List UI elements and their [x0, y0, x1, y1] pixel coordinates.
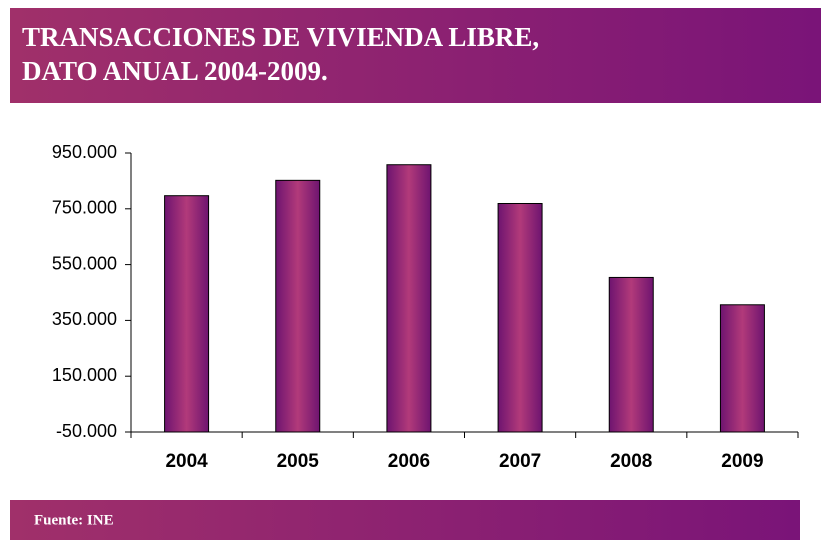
chart-title: DATO ANUAL 2004-2009.	[22, 56, 328, 86]
footer-band	[10, 500, 800, 540]
bar	[164, 195, 210, 433]
x-tick-label: 2009	[721, 451, 763, 472]
bar	[497, 202, 543, 433]
bar	[608, 276, 654, 433]
y-tick-label: 350.000	[52, 309, 117, 329]
bar	[275, 179, 321, 433]
y-tick-label: 550.000	[52, 253, 117, 273]
header-band	[10, 8, 821, 103]
bar	[719, 304, 765, 433]
y-tick-label: 950.000	[52, 142, 117, 162]
x-tick-label: 2006	[388, 451, 430, 472]
y-tick-label: 150.000	[52, 365, 117, 385]
chart-title: TRANSACCIONES DE VIVIENDA LIBRE,	[22, 22, 539, 52]
x-tick-label: 2007	[499, 451, 541, 472]
x-tick-label: 2008	[610, 451, 652, 472]
y-tick-label: -50.000	[56, 421, 117, 441]
source: Fuente: INE	[34, 512, 114, 528]
x-tick-label: 2004	[165, 451, 208, 472]
bar	[386, 164, 432, 433]
x-tick-label: 2005	[277, 451, 320, 472]
y-tick-label: 750.000	[52, 198, 117, 218]
